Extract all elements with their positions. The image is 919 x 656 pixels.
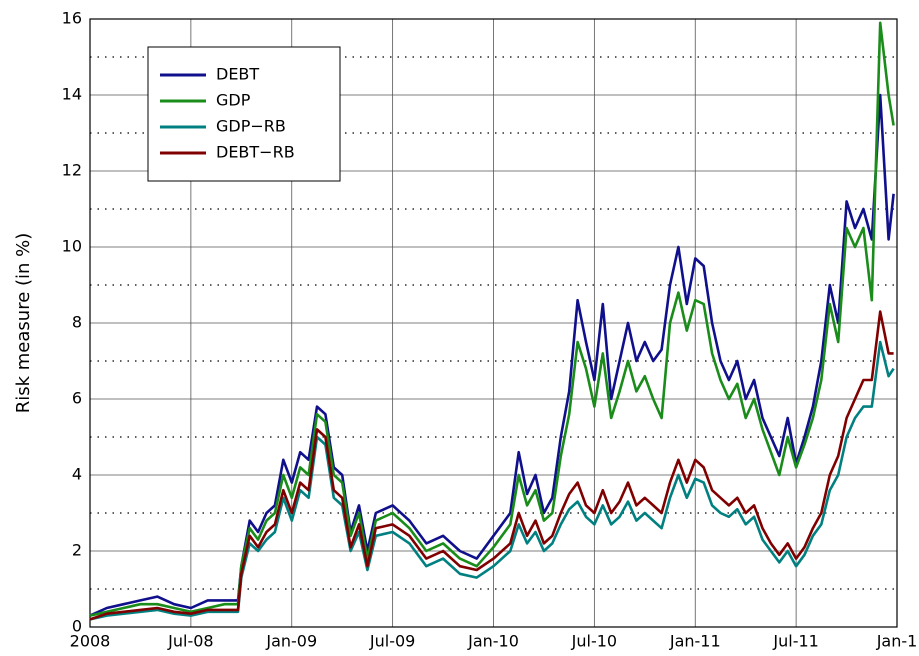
y-tick-label: 6 bbox=[72, 389, 82, 408]
legend-label: DEBT−RB bbox=[216, 143, 295, 162]
series-line bbox=[89, 93, 895, 617]
legend-label: GDP−RB bbox=[216, 117, 286, 136]
x-tick-label: Jan-1 bbox=[876, 632, 918, 651]
legend-label: GDP bbox=[216, 91, 251, 110]
legend: DEBT GDP GDP−RB DEBT−RB bbox=[147, 46, 341, 182]
y-axis-label: Risk measure (in %) bbox=[13, 233, 34, 414]
legend-box bbox=[147, 46, 341, 182]
series-line bbox=[89, 340, 895, 621]
x-tick-label: Jul-10 bbox=[571, 632, 617, 651]
legend-label: DEBT bbox=[216, 65, 259, 84]
y-tick-label: 0 bbox=[72, 617, 82, 636]
y-tick-label: 8 bbox=[72, 313, 82, 332]
y-tick-label: 16 bbox=[62, 9, 82, 28]
plot-frame bbox=[89, 18, 898, 628]
y-tick-label: 14 bbox=[62, 85, 82, 104]
x-tick-label: Jan-10 bbox=[467, 632, 519, 651]
y-tick-label: 2 bbox=[72, 541, 82, 560]
y-tick-label: 12 bbox=[62, 161, 82, 180]
x-tick-label: 2008 bbox=[70, 632, 111, 651]
x-tick-label: Jul-11 bbox=[772, 632, 818, 651]
x-tick-label: Jul-08 bbox=[167, 632, 213, 651]
series-line bbox=[89, 21, 895, 617]
y-tick-label: 4 bbox=[72, 465, 82, 484]
x-tick-label: Jul-09 bbox=[369, 632, 415, 651]
series-line bbox=[89, 310, 894, 621]
y-tick-label: 10 bbox=[62, 237, 82, 256]
x-tick-label: Jan-11 bbox=[669, 632, 721, 651]
x-tick-label: Jan-09 bbox=[265, 632, 317, 651]
